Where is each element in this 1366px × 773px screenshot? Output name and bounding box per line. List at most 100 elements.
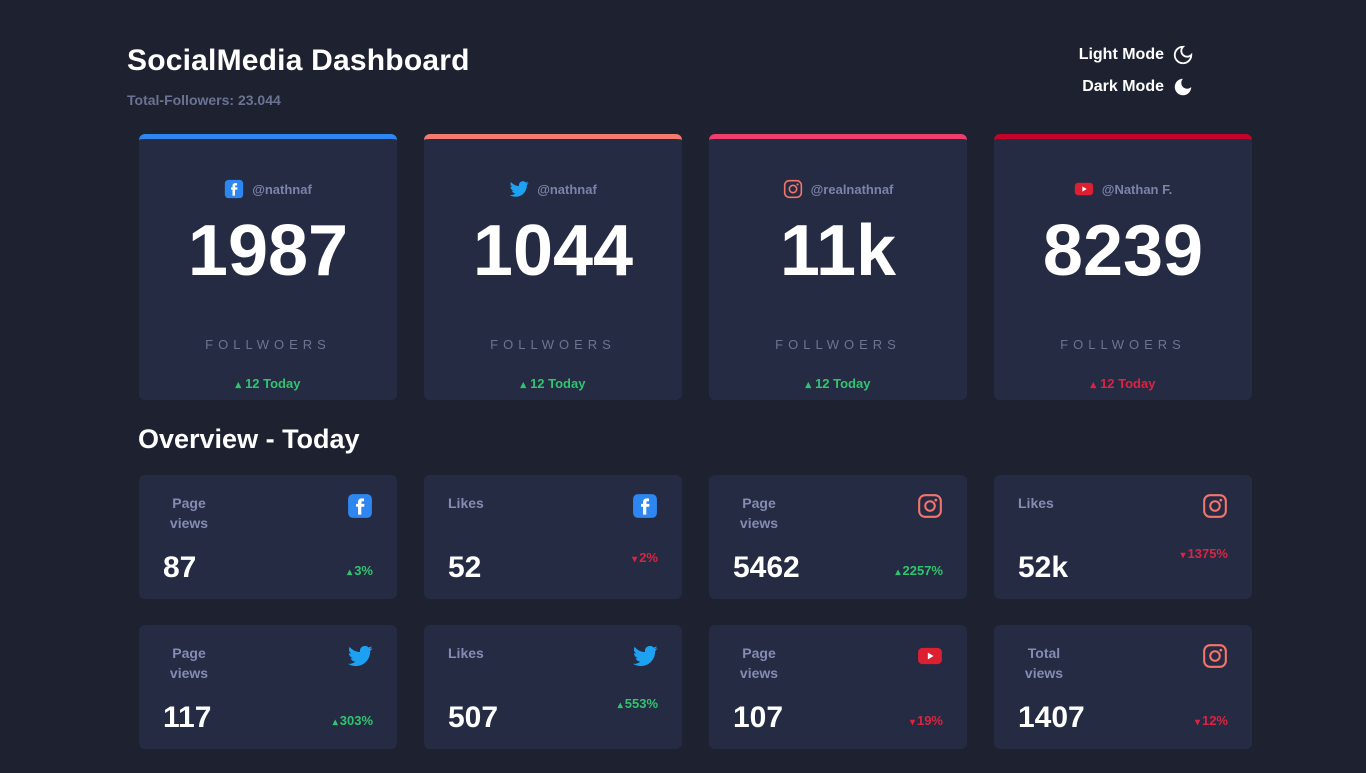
metric-label: Likes [448,495,484,511]
dark-mode-toggle[interactable]: Dark Mode [1082,76,1194,98]
overview-card-top: Page views [733,493,943,534]
handle-row: @nathnaf [424,179,682,199]
up-arrow-icon: ▴ [617,700,623,711]
metric-label: Likes [448,645,484,661]
youtube-icon [1074,182,1093,196]
follower-card-twitter: @nathnaf 1044 FOLLWOERS ▴ 12 Today [424,134,682,400]
followers-label: FOLLWOERS [205,337,331,352]
moon-filled-icon[interactable] [1172,76,1194,98]
overview-card-bottom: 107 ▾ 19% [733,703,943,733]
up-arrow-icon: ▴ [1090,379,1097,391]
instagram-icon [1203,644,1227,668]
followers-label: FOLLWOERS [775,337,901,352]
follower-count: 1987 [187,211,349,291]
overview-card-instagram-likes: Likes 52k ▾ 1375% [994,475,1252,599]
account-handle: @nathnaf [252,181,312,197]
twitter-icon [632,645,658,667]
overview-card-instagram-page-views: Page views 5462 ▴ 2257% [709,475,967,599]
overview-card-bottom: 117 ▴ 303% [163,703,373,733]
down-arrow-icon: ▾ [1194,717,1200,728]
followers-delta: ▴ 12 Today [139,376,397,391]
twitter-icon [347,645,373,667]
overview-card-twitter-page-views: Page views 117 ▴ 303% [139,625,397,749]
followers-label: FOLLWOERS [490,337,616,352]
follower-cards-grid: @nathnaf 1987 FOLLWOERS ▴ 12 Today @nathn… [139,134,1254,400]
up-arrow-icon: ▴ [805,379,812,391]
down-arrow-icon: ▾ [909,717,915,728]
metric-label: Page views [739,495,779,532]
overview-card-facebook-likes: Likes 52 ▾ 2% [424,475,682,599]
change-text: 19% [916,713,943,728]
followers-delta: ▴ 12 Today [709,376,967,391]
account-handle: @realnathnaf [810,181,894,197]
change-text: 1375% [1187,546,1228,561]
followers-delta: ▴ 12 Today [424,376,682,391]
follower-count: 11k [779,211,897,291]
overview-card-bottom: 5462 ▴ 2257% [733,553,943,583]
overview-card-bottom: 1407 ▾ 12% [1018,703,1228,733]
delta-text: 12 Today [530,376,586,391]
change-text: 553% [624,696,658,711]
follower-count: 8239 [1042,211,1204,291]
dashboard-page: SocialMedia Dashboard Total-Followers: 2… [127,44,1254,749]
metric-change: ▴ 553% [618,696,658,711]
overview-card-bottom: 52 ▾ 2% [448,550,658,583]
up-arrow-icon: ▴ [332,717,338,728]
metric-change: ▾ 1375% [1180,546,1228,561]
overview-card-top: Page views [163,493,373,534]
follower-card-youtube: @Nathan F. 8239 FOLLWOERS ▴ 12 Today [994,134,1252,400]
instagram-icon [1203,494,1227,518]
handle-row: @Nathan F. [994,179,1252,199]
metric-change: ▾ 12% [1195,713,1228,728]
theme-toggles: Light Mode Dark Mode [1079,44,1194,98]
handle-row: @nathnaf [139,179,397,199]
metric-label: Page views [169,495,209,532]
change-text: 2257% [902,563,943,578]
followers-label: FOLLWOERS [1060,337,1186,352]
facebook-icon [348,494,372,518]
metric-change: ▴ 3% [347,563,373,578]
facebook-icon [225,179,244,199]
twitter-icon [509,181,529,197]
overview-card-bottom: 87 ▴ 3% [163,553,373,583]
metric-label: Page views [169,645,209,682]
facebook-icon [633,494,657,518]
overview-card-top: Likes [448,493,658,519]
follower-card-facebook: @nathnaf 1987 FOLLWOERS ▴ 12 Today [139,134,397,400]
metric-value: 117 [163,701,212,734]
light-mode-toggle[interactable]: Light Mode [1079,44,1194,66]
overview-card-top: Likes [1018,493,1228,519]
metric-label: Likes [1018,495,1054,511]
header: SocialMedia Dashboard Total-Followers: 2… [127,44,1254,108]
moon-outline-icon[interactable] [1172,44,1194,66]
change-text: 12% [1201,713,1228,728]
metric-label: Total views [1024,645,1064,682]
metric-value: 107 [733,701,784,734]
total-followers-text: Total-Followers: 23.044 [127,92,281,108]
overview-card-top: Page views [733,643,943,684]
instagram-icon [783,179,802,199]
overview-card-bottom: 52k ▾ 1375% [1018,546,1228,583]
down-arrow-icon: ▾ [1180,550,1186,561]
change-text: 3% [354,563,373,578]
overview-card-instagram-total-views: Total views 1407 ▾ 12% [994,625,1252,749]
up-arrow-icon: ▴ [235,379,242,391]
page-title: SocialMedia Dashboard [127,44,470,77]
instagram-icon [918,494,942,518]
follower-count: 1044 [472,211,634,291]
overview-cards-grid: Page views 87 ▴ 3% Likes 52 ▾ 2% Page view… [139,475,1254,749]
up-arrow-icon: ▴ [347,567,353,578]
followers-delta: ▴ 12 Today [994,376,1252,391]
metric-value: 1407 [1018,701,1085,734]
metric-change: ▴ 303% [333,713,373,728]
overview-card-top: Page views [163,643,373,684]
overview-card-top: Total views [1018,643,1228,684]
metric-value: 52k [1018,551,1069,584]
up-arrow-icon: ▴ [520,379,527,391]
account-handle: @Nathan F. [1101,181,1173,197]
metric-label: Page views [739,645,779,682]
overview-card-twitter-likes: Likes 507 ▴ 553% [424,625,682,749]
overview-card-bottom: 507 ▴ 553% [448,696,658,733]
metric-value: 52 [448,551,482,584]
overview-card-youtube-page-views: Page views 107 ▾ 19% [709,625,967,749]
